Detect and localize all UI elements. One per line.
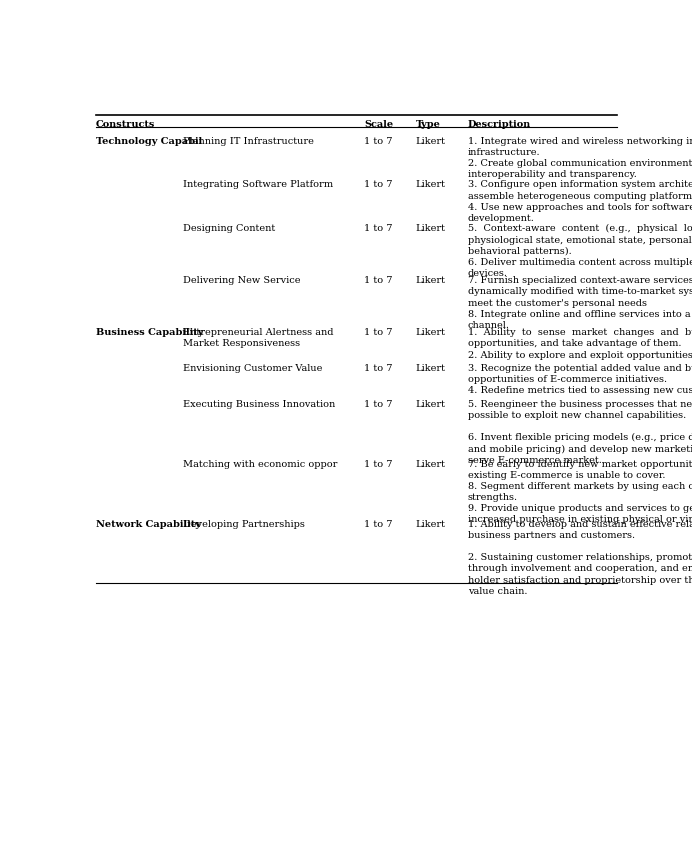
Text: 5. Reengineer the business processes that new IT makes
possible to exploit new c: 5. Reengineer the business processes tha…: [468, 400, 692, 465]
Text: Executing Business Innovation: Executing Business Innovation: [183, 400, 335, 409]
Text: Network Capability: Network Capability: [95, 520, 201, 529]
Text: 1 to 7: 1 to 7: [364, 400, 392, 409]
Text: 1. Ability to develop and sustain effective relationships with
business partners: 1. Ability to develop and sustain effect…: [468, 520, 692, 595]
Text: 1.  Ability  to  sense  market  changes  and  business
opportunities, and take a: 1. Ability to sense market changes and b…: [468, 328, 692, 360]
Text: Likert: Likert: [416, 180, 446, 190]
Text: Developing Partnerships: Developing Partnerships: [183, 520, 304, 529]
Text: Constructs: Constructs: [95, 119, 155, 129]
Text: Type: Type: [416, 119, 441, 129]
Text: Likert: Likert: [416, 224, 446, 234]
Text: Likert: Likert: [416, 520, 446, 529]
Text: 3. Configure open information system architectures to
assemble heterogeneous com: 3. Configure open information system arc…: [468, 180, 692, 222]
Text: Description: Description: [468, 119, 531, 129]
Text: Likert: Likert: [416, 400, 446, 409]
Text: Matching with economic oppor: Matching with economic oppor: [183, 460, 337, 469]
Text: 1 to 7: 1 to 7: [364, 137, 392, 145]
Text: Scale: Scale: [364, 119, 393, 129]
Text: 1 to 7: 1 to 7: [364, 180, 392, 190]
Text: Planning IT Infrastructure: Planning IT Infrastructure: [183, 137, 313, 145]
Text: 5.  Context-aware  content  (e.g.,  physical  location,
physiological state, emo: 5. Context-aware content (e.g., physical…: [468, 224, 692, 278]
Text: 1 to 7: 1 to 7: [364, 328, 392, 338]
Text: 1 to 7: 1 to 7: [364, 520, 392, 529]
Text: Likert: Likert: [416, 137, 446, 145]
Text: 7. Be early to identify new market opportunities that
existing E-commerce is una: 7. Be early to identify new market oppor…: [468, 460, 692, 525]
Text: 1 to 7: 1 to 7: [364, 277, 392, 285]
Text: Envisioning Customer Value: Envisioning Customer Value: [183, 364, 322, 373]
Text: 1 to 7: 1 to 7: [364, 364, 392, 373]
Text: Designing Content: Designing Content: [183, 224, 275, 234]
Text: 1 to 7: 1 to 7: [364, 224, 392, 234]
Text: 7. Furnish specialized context-aware services that must be
dynamically modified : 7. Furnish specialized context-aware ser…: [468, 277, 692, 330]
Text: Likert: Likert: [416, 328, 446, 338]
Text: 3. Recognize the potential added value and business
opportunities of E-commerce : 3. Recognize the potential added value a…: [468, 364, 692, 395]
Text: Technology Capabil: Technology Capabil: [95, 137, 202, 145]
Text: 1 to 7: 1 to 7: [364, 460, 392, 469]
Text: Likert: Likert: [416, 364, 446, 373]
Text: 1. Integrate wired and wireless networking into a common
infrastructure.
2. Crea: 1. Integrate wired and wireless networki…: [468, 137, 692, 179]
Text: Integrating Software Platform: Integrating Software Platform: [183, 180, 333, 190]
Text: Delivering New Service: Delivering New Service: [183, 277, 300, 285]
Text: Entrepreneurial Alertness and
Market Responsiveness: Entrepreneurial Alertness and Market Res…: [183, 328, 333, 348]
Text: Business Capability: Business Capability: [95, 328, 203, 338]
Text: Likert: Likert: [416, 277, 446, 285]
Text: Likert: Likert: [416, 460, 446, 469]
